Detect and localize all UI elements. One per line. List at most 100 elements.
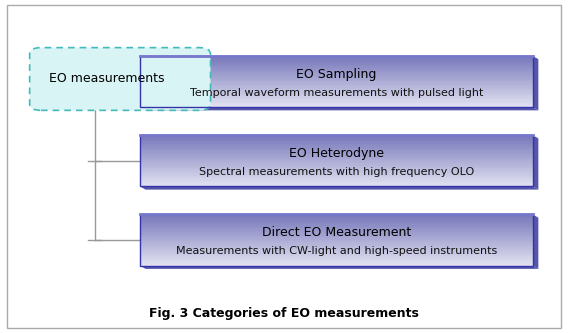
Bar bbox=[140, 227, 533, 228]
Bar bbox=[140, 245, 533, 246]
Bar bbox=[140, 80, 533, 82]
Bar bbox=[140, 56, 533, 107]
Text: Measurements with CW-light and high-speed instruments: Measurements with CW-light and high-spee… bbox=[176, 246, 497, 256]
Bar bbox=[140, 75, 533, 76]
Bar bbox=[140, 135, 533, 186]
Bar bbox=[140, 81, 533, 83]
FancyBboxPatch shape bbox=[30, 48, 211, 110]
Bar bbox=[140, 141, 533, 143]
Bar bbox=[140, 166, 533, 167]
Bar bbox=[140, 65, 533, 66]
Bar bbox=[140, 172, 533, 173]
Bar bbox=[140, 77, 533, 79]
Bar bbox=[140, 261, 533, 263]
Bar bbox=[140, 167, 533, 168]
Bar bbox=[140, 140, 533, 142]
Bar bbox=[140, 243, 533, 245]
Bar bbox=[140, 85, 533, 87]
Bar bbox=[140, 104, 533, 106]
Bar bbox=[140, 263, 533, 264]
Bar bbox=[140, 254, 533, 255]
Bar bbox=[140, 176, 533, 177]
Bar bbox=[140, 234, 533, 236]
Bar bbox=[140, 246, 533, 248]
Bar bbox=[140, 57, 533, 58]
Text: Fig. 3 Categories of EO measurements: Fig. 3 Categories of EO measurements bbox=[149, 307, 419, 320]
Bar bbox=[140, 76, 533, 78]
Bar bbox=[140, 149, 533, 151]
Bar bbox=[140, 179, 533, 181]
Bar bbox=[140, 103, 533, 105]
Bar bbox=[140, 174, 533, 176]
Bar bbox=[140, 182, 533, 184]
Text: Temporal waveform measurements with pulsed light: Temporal waveform measurements with puls… bbox=[190, 88, 483, 98]
Bar bbox=[140, 252, 533, 254]
Bar bbox=[140, 154, 533, 156]
Bar bbox=[140, 169, 533, 171]
Bar bbox=[140, 242, 533, 244]
Bar bbox=[140, 161, 533, 162]
Bar bbox=[140, 238, 533, 240]
Bar bbox=[140, 229, 533, 231]
Bar bbox=[140, 150, 533, 152]
Text: EO Sampling: EO Sampling bbox=[296, 68, 377, 81]
Bar bbox=[140, 157, 533, 158]
Bar bbox=[140, 68, 533, 70]
Bar bbox=[140, 251, 533, 253]
Bar bbox=[140, 153, 533, 154]
Bar bbox=[140, 170, 533, 172]
Polygon shape bbox=[533, 135, 538, 189]
Bar bbox=[140, 66, 533, 67]
Bar bbox=[140, 72, 533, 74]
Bar bbox=[140, 259, 533, 260]
Bar bbox=[140, 214, 533, 265]
Bar bbox=[140, 148, 533, 149]
Bar bbox=[140, 255, 533, 257]
Bar bbox=[140, 145, 533, 147]
Bar bbox=[140, 232, 533, 233]
Bar bbox=[140, 215, 533, 217]
Bar bbox=[140, 177, 533, 178]
Bar bbox=[140, 62, 533, 64]
Bar bbox=[140, 61, 533, 62]
Bar bbox=[140, 143, 533, 144]
Text: EO measurements: EO measurements bbox=[49, 73, 164, 86]
Bar bbox=[140, 99, 533, 101]
Bar bbox=[140, 256, 533, 258]
Bar bbox=[140, 223, 533, 225]
Bar bbox=[140, 185, 533, 186]
Bar bbox=[140, 146, 533, 148]
Bar bbox=[140, 178, 533, 180]
Bar bbox=[140, 183, 533, 185]
Bar bbox=[140, 159, 533, 161]
Bar bbox=[140, 240, 533, 241]
Bar bbox=[140, 220, 533, 222]
Bar bbox=[140, 260, 533, 262]
Bar bbox=[140, 79, 533, 80]
Bar bbox=[140, 89, 533, 91]
Text: Direct EO Measurement: Direct EO Measurement bbox=[262, 226, 411, 239]
Bar bbox=[140, 163, 533, 165]
Bar bbox=[140, 225, 533, 227]
Bar bbox=[140, 250, 533, 251]
Bar bbox=[140, 257, 533, 259]
Bar bbox=[140, 241, 533, 242]
Bar bbox=[140, 97, 533, 98]
Bar bbox=[140, 95, 533, 97]
Text: EO Heterodyne: EO Heterodyne bbox=[289, 147, 384, 160]
Bar bbox=[140, 152, 533, 153]
Polygon shape bbox=[140, 186, 538, 189]
Bar bbox=[140, 214, 533, 216]
Bar bbox=[140, 82, 533, 84]
Bar bbox=[140, 144, 533, 146]
Bar bbox=[140, 237, 533, 239]
Bar bbox=[140, 59, 533, 61]
Bar bbox=[140, 173, 533, 175]
Bar bbox=[140, 88, 533, 89]
Bar bbox=[140, 100, 533, 102]
Bar bbox=[140, 102, 533, 103]
Bar bbox=[140, 219, 533, 221]
Bar bbox=[140, 63, 533, 65]
Bar bbox=[140, 249, 533, 250]
Bar bbox=[140, 90, 533, 92]
